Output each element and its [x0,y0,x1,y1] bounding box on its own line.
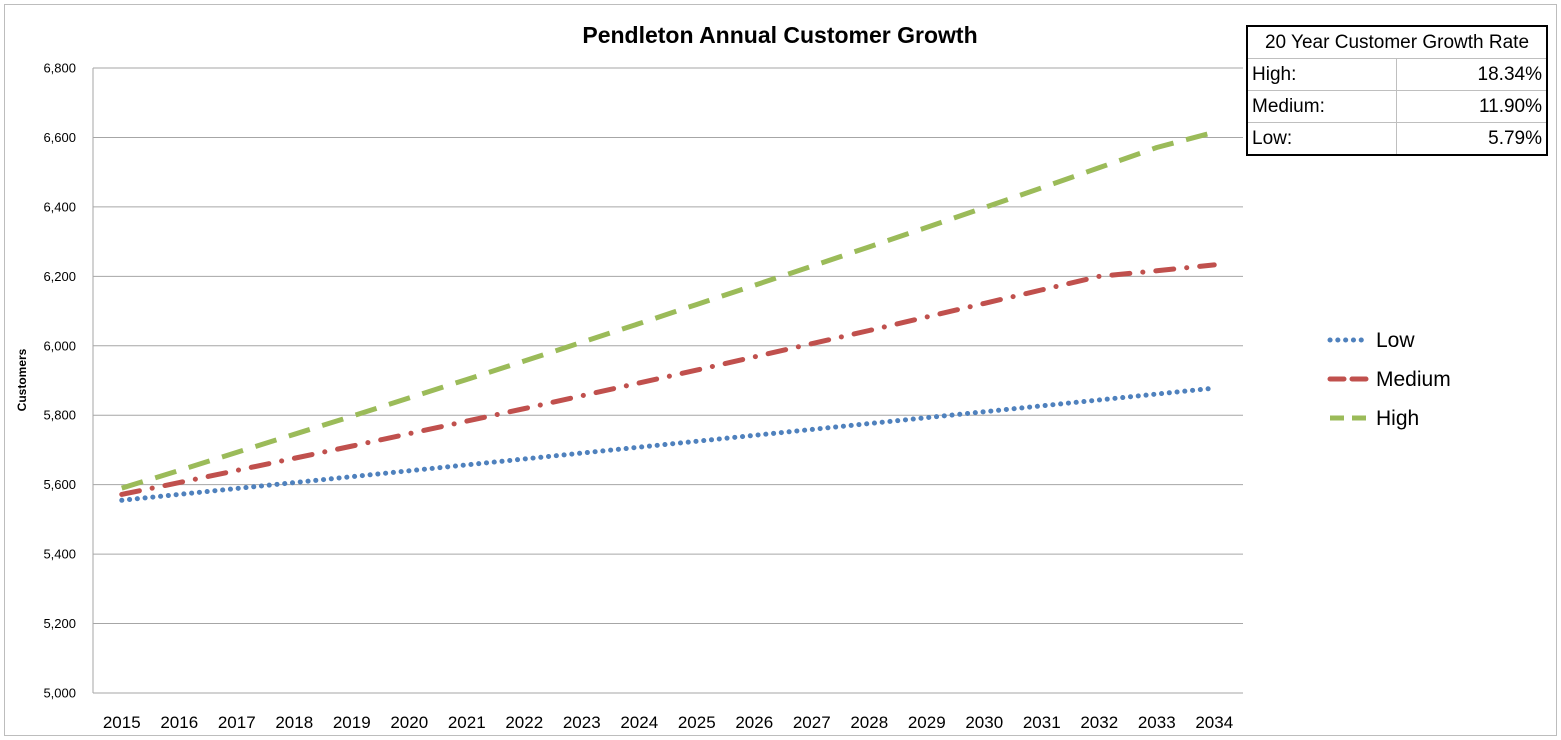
x-tick-label: 2033 [1138,713,1176,732]
y-tick-label: 6,600 [43,130,76,145]
legend: Low Medium High [1327,329,1451,430]
chart-title: Pendleton Annual Customer Growth [582,22,977,48]
x-tick-label: 2032 [1080,713,1118,732]
x-tick-label: 2017 [218,713,256,732]
y-tick-label: 6,000 [43,338,76,353]
y-tick-label: 6,200 [43,269,76,284]
x-tick-label: 2015 [103,713,141,732]
y-axis-ticks: 5,000 5,200 5,400 5,600 5,800 6,000 6,200 6,400… [43,61,76,701]
x-tick-label: 2021 [448,713,486,732]
chart-frame [4,4,1557,736]
growth-rate-row-high: High: 18.34% [1246,58,1548,91]
y-tick-label: 5,400 [43,547,76,562]
x-tick-label: 2026 [735,713,773,732]
x-tick-label: 2029 [908,713,946,732]
growth-rate-value: 5.79% [1396,122,1548,156]
x-tick-label: 2027 [793,713,831,732]
legend-label-high: High [1376,407,1419,430]
legend-label-medium: Medium [1376,368,1451,391]
series-line-medium [119,262,1217,497]
x-tick-label: 2030 [965,713,1003,732]
x-axis-ticks: 2015 2016 2017 2018 2019 2020 2021 2022 2023 2024… [103,713,1233,732]
growth-rate-row-medium: Medium: 11.90% [1246,90,1548,123]
y-axis-label: Customers [15,348,29,411]
grid-lines [92,67,1243,694]
growth-rate-label: Low: [1246,122,1397,156]
growth-rate-row-low: Low: 5.79% [1246,122,1548,156]
growth-rate-value: 11.90% [1396,90,1548,123]
y-tick-label: 5,000 [43,686,76,701]
y-tick-label: 5,600 [43,477,76,492]
x-tick-label: 2031 [1023,713,1061,732]
growth-rate-label: High: [1246,58,1397,91]
x-tick-label: 2020 [390,713,428,732]
growth-rate-table-header: 20 Year Customer Growth Rate [1246,25,1548,59]
x-tick-label: 2018 [275,713,313,732]
series-line-high [121,129,1215,491]
y-tick-label: 5,200 [43,616,76,631]
x-tick-label: 2028 [850,713,888,732]
y-tick-label: 5,800 [43,408,76,423]
growth-rate-table: 20 Year Customer Growth Rate High: 18.34… [1246,25,1548,156]
growth-rate-label: Medium: [1246,90,1397,123]
y-tick-label: 6,400 [43,199,76,214]
series-lines [119,129,1217,503]
y-tick-label: 6,800 [43,61,76,76]
x-tick-label: 2022 [505,713,543,732]
growth-rate-value: 18.34% [1396,58,1548,91]
x-tick-label: 2034 [1195,713,1233,732]
growth-rate-table-header-row: 20 Year Customer Growth Rate [1246,25,1548,59]
legend-label-low: Low [1376,329,1415,352]
x-tick-label: 2016 [160,713,198,732]
x-tick-label: 2023 [563,713,601,732]
x-tick-label: 2019 [333,713,371,732]
x-tick-label: 2025 [678,713,716,732]
series-line-low [119,385,1217,503]
x-tick-label: 2024 [620,713,658,732]
